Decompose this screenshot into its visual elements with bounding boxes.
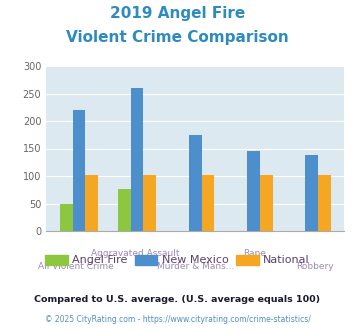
Text: Robbery: Robbery <box>296 262 333 271</box>
Text: Violent Crime Comparison: Violent Crime Comparison <box>66 30 289 45</box>
Text: Compared to U.S. average. (U.S. average equals 100): Compared to U.S. average. (U.S. average … <box>34 295 321 304</box>
Bar <box>118 189 131 231</box>
Bar <box>260 175 273 231</box>
Text: Aggravated Assault: Aggravated Assault <box>91 249 180 258</box>
Bar <box>247 151 260 231</box>
Text: Murder & Mans...: Murder & Mans... <box>157 262 234 271</box>
Bar <box>318 175 331 231</box>
Bar <box>85 175 98 231</box>
Bar <box>143 175 156 231</box>
Text: © 2025 CityRating.com - https://www.cityrating.com/crime-statistics/: © 2025 CityRating.com - https://www.city… <box>45 315 310 324</box>
Legend: Angel Fire, New Mexico, National: Angel Fire, New Mexico, National <box>45 255 310 265</box>
Bar <box>72 110 85 231</box>
Bar <box>131 88 143 231</box>
Text: All Violent Crime: All Violent Crime <box>38 262 114 271</box>
Text: Rape: Rape <box>244 249 266 258</box>
Bar <box>189 135 202 231</box>
Bar <box>202 175 214 231</box>
Bar <box>305 155 318 231</box>
Bar <box>60 204 72 231</box>
Text: 2019 Angel Fire: 2019 Angel Fire <box>110 7 245 21</box>
